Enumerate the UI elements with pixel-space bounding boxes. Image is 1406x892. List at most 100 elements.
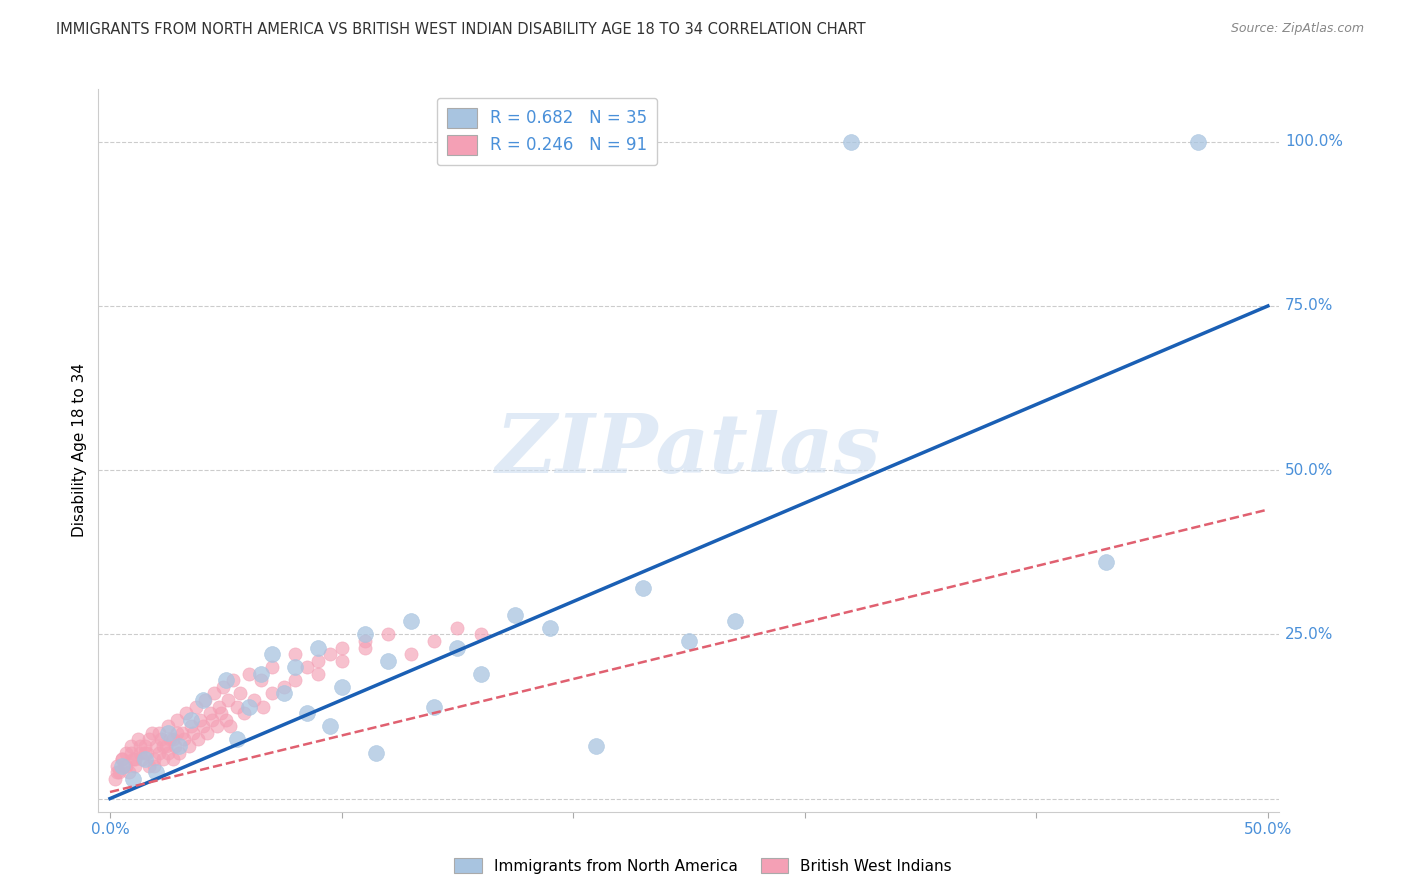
Point bbox=[143, 758, 166, 772]
Point bbox=[145, 765, 167, 780]
Text: 75.0%: 75.0% bbox=[1285, 299, 1333, 313]
Point bbox=[156, 746, 179, 760]
Point bbox=[399, 614, 422, 628]
Point bbox=[330, 654, 353, 668]
Point bbox=[201, 713, 224, 727]
Point bbox=[162, 732, 184, 747]
Text: 50.0%: 50.0% bbox=[1285, 463, 1333, 477]
Point bbox=[724, 614, 747, 628]
Point bbox=[273, 686, 295, 700]
Text: IMMIGRANTS FROM NORTH AMERICA VS BRITISH WEST INDIAN DISABILITY AGE 18 TO 34 COR: IMMIGRANTS FROM NORTH AMERICA VS BRITISH… bbox=[56, 22, 866, 37]
Point bbox=[110, 752, 132, 766]
Point bbox=[110, 758, 132, 772]
Point bbox=[238, 699, 260, 714]
Point bbox=[115, 758, 138, 772]
Text: 25.0%: 25.0% bbox=[1285, 627, 1333, 642]
Point bbox=[330, 680, 353, 694]
Point bbox=[117, 765, 139, 780]
Point bbox=[631, 582, 654, 596]
Point bbox=[166, 713, 188, 727]
Point bbox=[177, 739, 200, 753]
Point bbox=[195, 726, 218, 740]
Point bbox=[124, 758, 146, 772]
Point bbox=[1094, 555, 1116, 569]
Point bbox=[215, 673, 238, 688]
Point bbox=[470, 666, 492, 681]
Text: ZIPatlas: ZIPatlas bbox=[496, 410, 882, 491]
Point bbox=[284, 673, 307, 688]
Point bbox=[446, 621, 468, 635]
Legend: Immigrants from North America, British West Indians: Immigrants from North America, British W… bbox=[449, 852, 957, 880]
Point bbox=[377, 627, 399, 641]
Point bbox=[155, 739, 177, 753]
Point bbox=[307, 666, 329, 681]
Point bbox=[110, 752, 132, 766]
Point bbox=[169, 739, 191, 753]
Point bbox=[134, 746, 156, 760]
Point bbox=[330, 640, 353, 655]
Y-axis label: Disability Age 18 to 34: Disability Age 18 to 34 bbox=[72, 363, 87, 538]
Point bbox=[159, 732, 181, 747]
Point bbox=[115, 746, 138, 760]
Point bbox=[353, 627, 375, 641]
Point bbox=[212, 680, 235, 694]
Point bbox=[148, 726, 170, 740]
Point bbox=[122, 772, 145, 786]
Point bbox=[262, 686, 284, 700]
Point bbox=[198, 706, 221, 721]
Point bbox=[108, 765, 131, 780]
Point bbox=[120, 746, 142, 760]
Point bbox=[233, 706, 256, 721]
Point bbox=[136, 746, 159, 760]
Point bbox=[238, 666, 260, 681]
Point bbox=[191, 693, 214, 707]
Point bbox=[262, 647, 284, 661]
Point bbox=[194, 693, 217, 707]
Text: 100.0%: 100.0% bbox=[1285, 135, 1343, 149]
Point bbox=[143, 752, 166, 766]
Point bbox=[319, 719, 342, 733]
Point bbox=[217, 693, 239, 707]
Text: Source: ZipAtlas.com: Source: ZipAtlas.com bbox=[1230, 22, 1364, 36]
Point bbox=[166, 726, 188, 740]
Point bbox=[295, 706, 318, 721]
Point bbox=[156, 719, 179, 733]
Point bbox=[187, 732, 209, 747]
Point bbox=[105, 758, 128, 772]
Point bbox=[170, 726, 193, 740]
Point bbox=[188, 713, 211, 727]
Point bbox=[249, 666, 271, 681]
Point bbox=[129, 739, 152, 753]
Point bbox=[191, 719, 214, 733]
Point bbox=[446, 640, 468, 655]
Point bbox=[1187, 135, 1209, 149]
Point bbox=[399, 647, 422, 661]
Point bbox=[226, 732, 249, 747]
Point bbox=[127, 732, 149, 747]
Point bbox=[678, 634, 700, 648]
Point bbox=[180, 719, 202, 733]
Point bbox=[423, 634, 446, 648]
Point bbox=[124, 752, 146, 766]
Point bbox=[104, 772, 127, 786]
Point bbox=[152, 739, 174, 753]
Point bbox=[262, 660, 284, 674]
Point bbox=[273, 680, 295, 694]
Point bbox=[319, 647, 342, 661]
Point bbox=[169, 746, 191, 760]
Point bbox=[156, 726, 179, 740]
Point bbox=[112, 758, 135, 772]
Point bbox=[208, 699, 231, 714]
Point bbox=[129, 746, 152, 760]
Point bbox=[176, 706, 198, 721]
Point bbox=[222, 673, 245, 688]
Point bbox=[585, 739, 607, 753]
Point bbox=[307, 654, 329, 668]
Point bbox=[226, 699, 249, 714]
Point bbox=[538, 621, 561, 635]
Point bbox=[209, 706, 232, 721]
Point bbox=[307, 640, 329, 655]
Point bbox=[353, 640, 375, 655]
Point bbox=[202, 686, 225, 700]
Point bbox=[839, 135, 862, 149]
